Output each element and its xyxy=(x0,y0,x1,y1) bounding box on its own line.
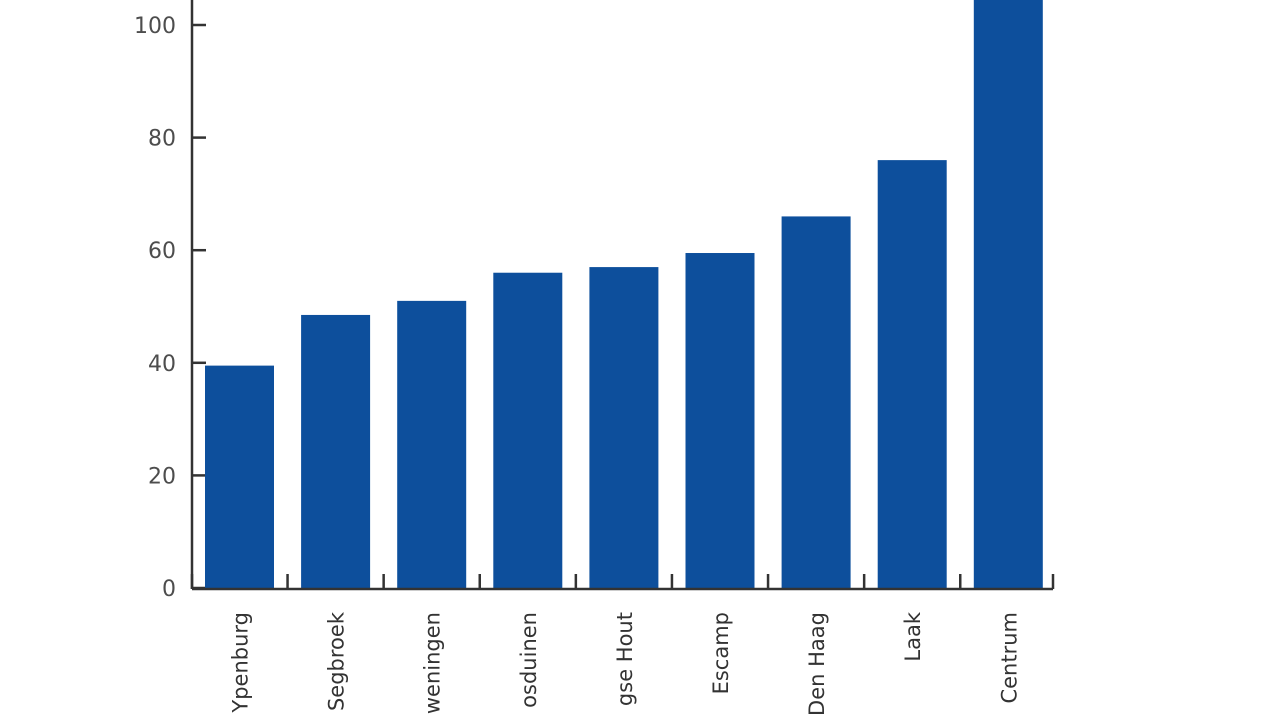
bar-7 xyxy=(781,216,851,589)
bar-3 xyxy=(397,300,467,588)
x-category-label: Laak xyxy=(901,611,925,661)
bars xyxy=(205,0,1043,589)
bar-5 xyxy=(589,267,659,588)
bar-1 xyxy=(205,365,274,588)
x-category-label: weningen xyxy=(421,612,445,714)
bar-9 xyxy=(973,0,1043,589)
x-category-label: Escamp xyxy=(709,612,733,694)
x-category-label: Den Haag xyxy=(805,612,829,716)
y-tick-label: 20 xyxy=(148,464,176,489)
bar-2 xyxy=(301,314,371,588)
y-tick-label: 100 xyxy=(134,14,176,39)
y-axis: 0 20 40 60 80 100 xyxy=(134,0,206,602)
bar-4 xyxy=(493,272,563,588)
x-axis: Ypenburg Segbroek weningen osduinen gse Hout… xyxy=(190,574,1055,716)
y-tick-label: 40 xyxy=(148,352,176,377)
x-category-label: gse Hout xyxy=(613,612,637,706)
x-category-label: osduinen xyxy=(517,612,541,708)
y-tick-label: 80 xyxy=(148,127,176,152)
x-category-label: Segbroek xyxy=(325,611,349,711)
bar-8 xyxy=(877,160,947,588)
y-tick-label: 0 xyxy=(162,577,176,602)
x-category-label: Ypenburg xyxy=(229,612,253,714)
y-tick-label: 60 xyxy=(148,239,176,264)
bar-6 xyxy=(685,253,755,588)
x-category-label: Centrum xyxy=(997,612,1021,704)
